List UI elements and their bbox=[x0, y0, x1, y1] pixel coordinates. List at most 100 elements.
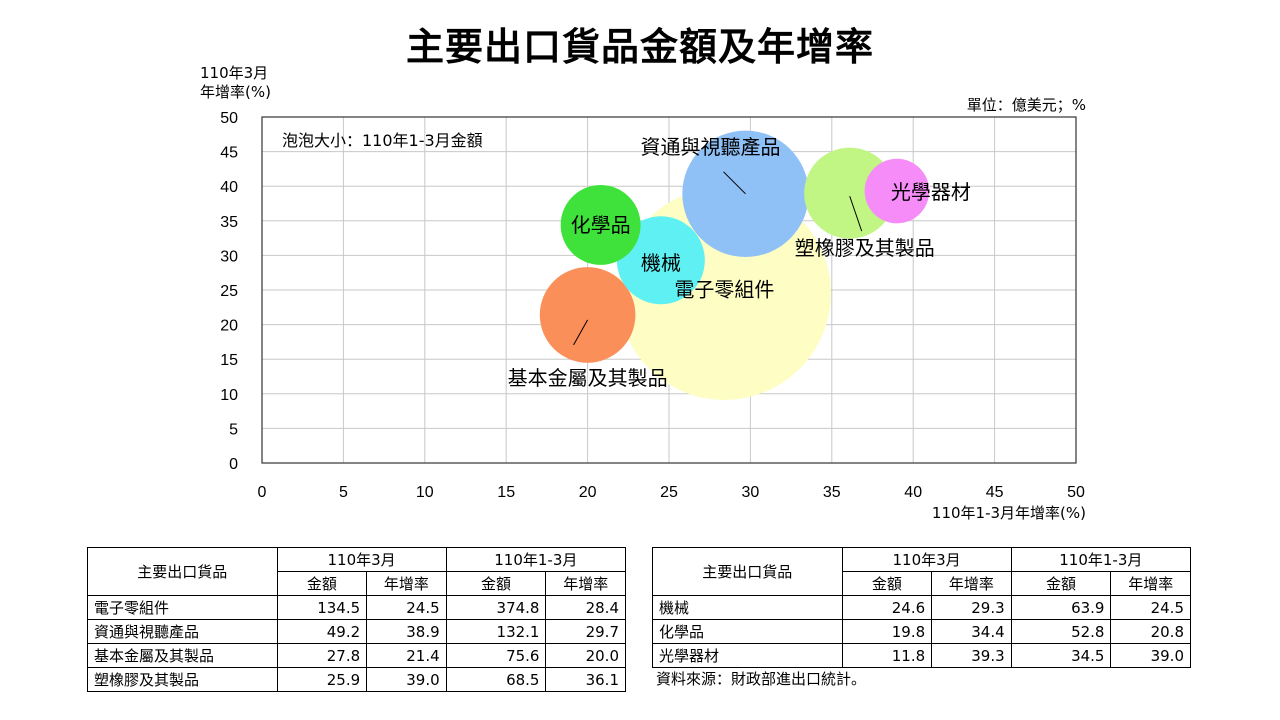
table-row: 機械 24.6 29.3 63.9 24.5 bbox=[652, 595, 1191, 620]
bubble-size-note: 泡泡大小：110年1-3月金額 bbox=[282, 131, 483, 150]
ytd-amount-cell: 68.5 bbox=[445, 667, 547, 692]
ytd-growth-cell: 24.5 bbox=[1110, 595, 1191, 620]
header-amount: 金額 bbox=[445, 571, 547, 596]
header-growth: 年增率 bbox=[366, 571, 447, 596]
month-amount-cell: 24.6 bbox=[841, 595, 933, 620]
header-growth: 年增率 bbox=[545, 571, 626, 596]
row-name-cell: 化學品 bbox=[652, 619, 843, 644]
page-title: 主要出口貨品金額及年增率 bbox=[405, 25, 874, 69]
x-tick-label: 20 bbox=[579, 484, 597, 501]
leader-line bbox=[723, 171, 746, 195]
x-tick-label: 50 bbox=[1067, 484, 1085, 501]
y-tick-label: 50 bbox=[220, 110, 238, 127]
month-amount-cell: 49.2 bbox=[276, 619, 368, 644]
x-tick-label: 0 bbox=[258, 484, 267, 501]
row-name-cell: 光學器材 bbox=[652, 643, 843, 668]
x-tick-label: 35 bbox=[823, 484, 841, 501]
y-axis-label: 110年3月 年增率(%) bbox=[200, 64, 271, 102]
bubble bbox=[864, 158, 930, 224]
month-growth-cell: 29.3 bbox=[931, 595, 1012, 620]
ytd-amount-cell: 132.1 bbox=[445, 619, 547, 644]
table-row: 基本金屬及其製品 27.8 21.4 75.6 20.0 bbox=[87, 643, 626, 668]
table-row: 塑橡膠及其製品 25.9 39.0 68.5 36.1 bbox=[87, 667, 626, 692]
month-amount-cell: 25.9 bbox=[276, 667, 368, 692]
table-row: 資通與視聽產品 49.2 38.9 132.1 29.7 bbox=[87, 619, 626, 644]
y-tick-label: 20 bbox=[220, 318, 238, 335]
y-axis-label-line1: 110年3月 bbox=[200, 64, 269, 82]
ytd-growth-cell: 29.7 bbox=[545, 619, 626, 644]
leader-line bbox=[573, 319, 589, 346]
x-tick-label: 25 bbox=[660, 484, 678, 501]
y-tick-label: 0 bbox=[229, 456, 238, 473]
y-tick-label: 45 bbox=[220, 145, 238, 162]
month-amount-cell: 19.8 bbox=[841, 619, 933, 644]
month-growth-cell: 39.3 bbox=[931, 643, 1012, 668]
y-tick-label: 35 bbox=[220, 214, 238, 231]
bubble bbox=[560, 184, 641, 265]
table-left-body: 電子零組件 134.5 24.5 374.8 28.4 資通與視聽產品 49.2 38.9 13… bbox=[87, 595, 626, 692]
ytd-growth-cell: 20.8 bbox=[1110, 619, 1191, 644]
table-row: 光學器材 11.8 39.3 34.5 39.0 bbox=[652, 643, 1191, 668]
ytd-growth-cell: 28.4 bbox=[545, 595, 626, 620]
header-amount: 金額 bbox=[841, 571, 933, 596]
y-tick-label: 10 bbox=[220, 387, 238, 404]
bubble-label: 基本金屬及其製品 bbox=[508, 366, 668, 390]
header-item: 主要出口貨品 bbox=[87, 547, 278, 596]
month-amount-cell: 134.5 bbox=[276, 595, 368, 620]
bubble bbox=[616, 216, 705, 305]
ytd-amount-cell: 75.6 bbox=[445, 643, 547, 668]
x-tick-label: 45 bbox=[986, 484, 1004, 501]
header-period-month: 110年3月 bbox=[276, 547, 447, 572]
header-period-ytd: 110年1-3月 bbox=[1010, 547, 1192, 572]
x-tick-label: 30 bbox=[742, 484, 760, 501]
y-tick-label: 25 bbox=[220, 283, 238, 300]
unit-note: 單位：億美元；% bbox=[966, 96, 1086, 114]
row-name-cell: 基本金屬及其製品 bbox=[87, 643, 278, 668]
month-growth-cell: 34.4 bbox=[931, 619, 1012, 644]
table-row: 化學品 19.8 34.4 52.8 20.8 bbox=[652, 619, 1191, 644]
table-right-body: 機械 24.6 29.3 63.9 24.5 化學品 19.8 34.4 52.8 20.8 光學器… bbox=[652, 595, 1191, 668]
y-axis-label-line2: 年增率(%) bbox=[200, 83, 271, 101]
row-name-cell: 機械 bbox=[652, 595, 843, 620]
leader-line bbox=[849, 195, 863, 232]
header-amount: 金額 bbox=[1010, 571, 1112, 596]
month-growth-cell: 39.0 bbox=[366, 667, 447, 692]
ytd-amount-cell: 63.9 bbox=[1010, 595, 1112, 620]
bubble-label: 塑橡膠及其製品 bbox=[795, 236, 935, 260]
bubble-label: 資通與視聽產品 bbox=[641, 135, 781, 159]
header-amount: 金額 bbox=[276, 571, 368, 596]
x-tick-label: 15 bbox=[497, 484, 515, 501]
header-growth: 年增率 bbox=[1110, 571, 1191, 596]
ytd-amount-cell: 52.8 bbox=[1010, 619, 1112, 644]
header-growth: 年增率 bbox=[931, 571, 1012, 596]
header-period-month: 110年3月 bbox=[841, 547, 1012, 572]
x-tick-label: 40 bbox=[904, 484, 922, 501]
header-period-ytd: 110年1-3月 bbox=[445, 547, 627, 572]
bubble-label: 化學品 bbox=[571, 213, 631, 237]
bubble-chart: 0 5 10 15 20 25 30 35 40 45 50 0 5 10 15 20 25 30 35 40 45 50… bbox=[220, 110, 1085, 501]
header-item: 主要出口貨品 bbox=[652, 547, 843, 596]
data-table-right: 主要出口貨品 110年3月 110年1-3月 金額 年增率 金額 年增率 機械 2… bbox=[652, 547, 1192, 668]
month-growth-cell: 24.5 bbox=[366, 595, 447, 620]
x-tick-label: 10 bbox=[416, 484, 434, 501]
bubble-label: 機械 bbox=[641, 251, 681, 275]
data-table-left: 主要出口貨品 110年3月 110年1-3月 金額 年增率 金額 年增率 電子零… bbox=[87, 547, 627, 692]
month-amount-cell: 27.8 bbox=[276, 643, 368, 668]
bubble bbox=[539, 267, 636, 363]
ytd-amount-cell: 374.8 bbox=[445, 595, 547, 620]
ytd-amount-cell: 34.5 bbox=[1010, 643, 1112, 668]
y-tick-label: 15 bbox=[220, 352, 238, 369]
table-row: 電子零組件 134.5 24.5 374.8 28.4 bbox=[87, 595, 626, 620]
ytd-growth-cell: 39.0 bbox=[1110, 643, 1191, 668]
month-amount-cell: 11.8 bbox=[841, 643, 933, 668]
row-name-cell: 資通與視聽產品 bbox=[87, 619, 278, 644]
month-growth-cell: 38.9 bbox=[366, 619, 447, 644]
ytd-growth-cell: 36.1 bbox=[545, 667, 626, 692]
row-name-cell: 電子零組件 bbox=[87, 595, 278, 620]
y-tick-label: 30 bbox=[220, 248, 238, 265]
y-tick-label: 40 bbox=[220, 179, 238, 196]
bubble-label: 光學器材 bbox=[891, 180, 971, 204]
month-growth-cell: 21.4 bbox=[366, 643, 447, 668]
source-note: 資料來源：財政部進出口統計。 bbox=[656, 670, 867, 688]
x-tick-label: 5 bbox=[339, 484, 348, 501]
